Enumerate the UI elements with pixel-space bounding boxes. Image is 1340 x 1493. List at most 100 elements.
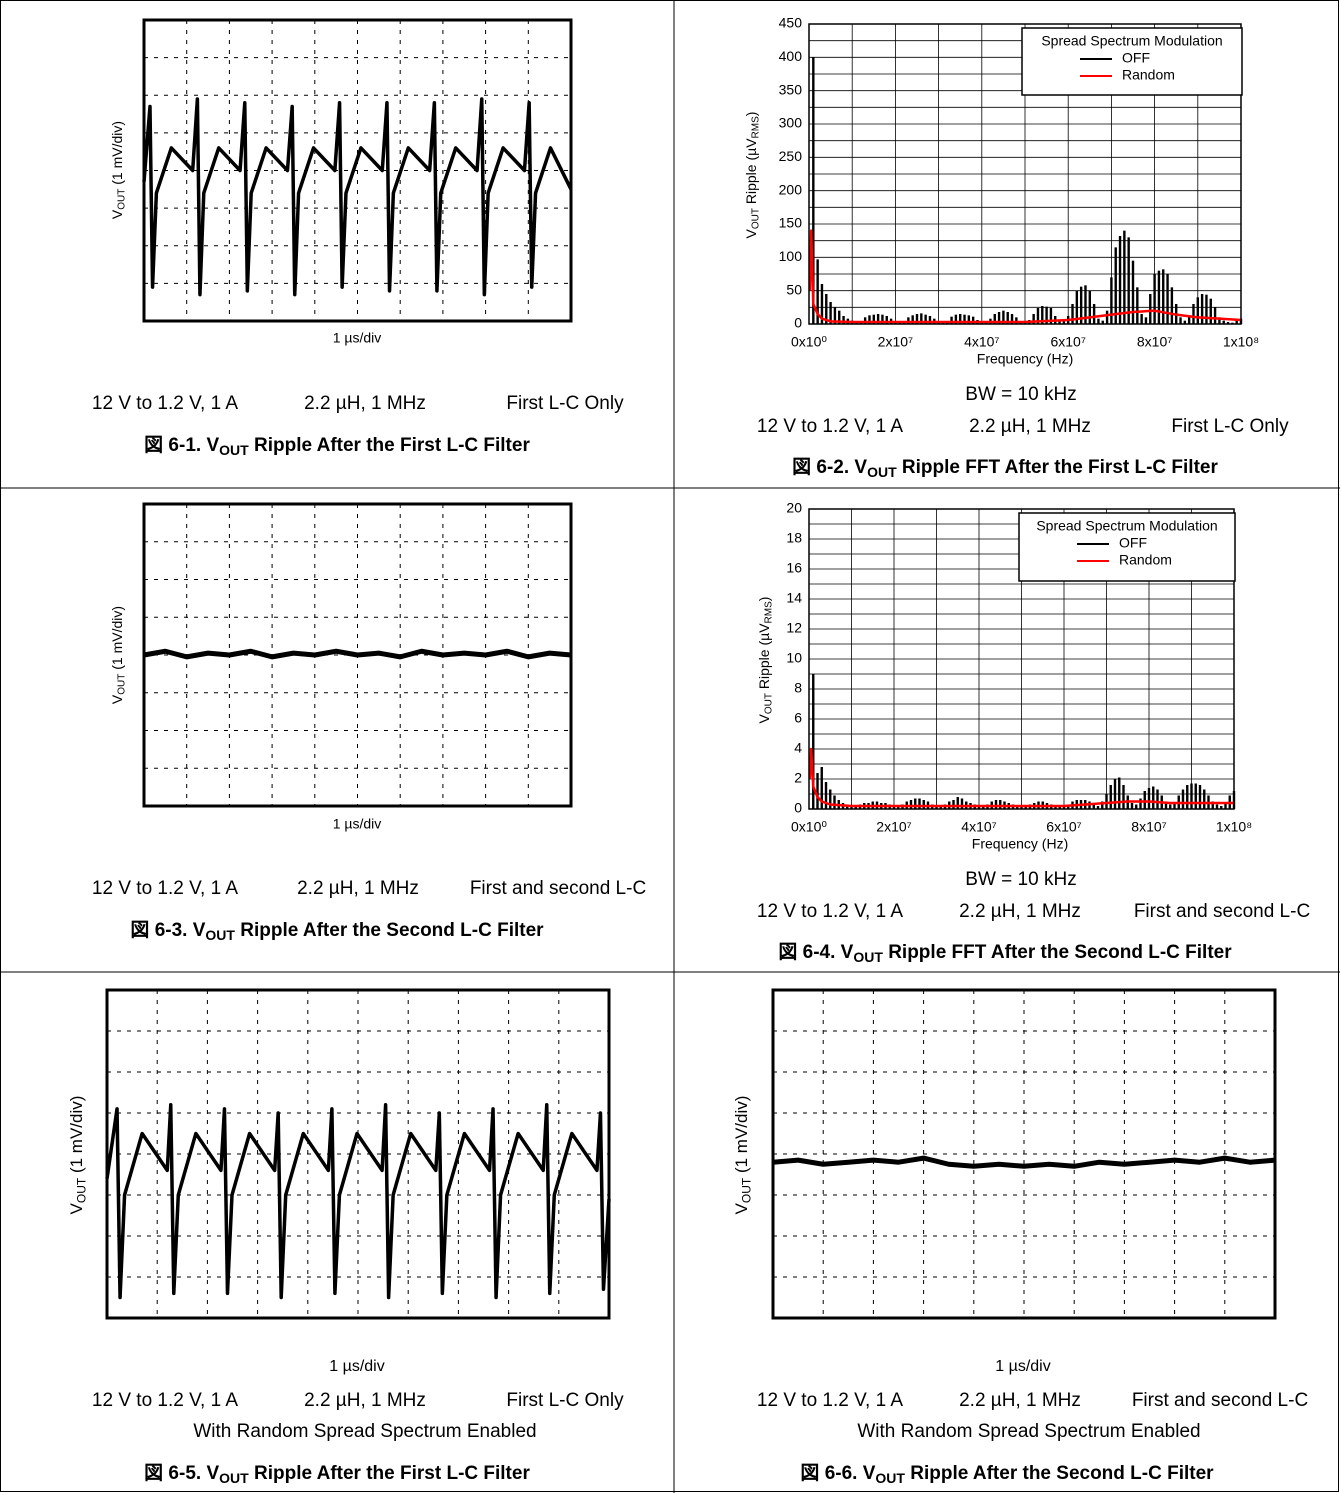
test-condition: 2.2 µH, 1 MHz bbox=[304, 1390, 426, 1411]
y-axis-label: VOUT Ripple (µVRMS) bbox=[743, 112, 761, 239]
y-axis-label-part: ) bbox=[743, 112, 759, 117]
bandwidth-note: BW = 10 kHz bbox=[965, 869, 1076, 890]
figure-caption: 図 6-6. VOUT Ripple After the Second L-C … bbox=[800, 1462, 1214, 1485]
figure-caption-part: OUT bbox=[205, 926, 235, 942]
figure-caption-part: Ripple After the Second L-C Filter bbox=[235, 920, 544, 941]
test-condition: First and second L-C bbox=[470, 878, 646, 899]
x-tick-label: 0x10⁰ bbox=[791, 819, 827, 835]
legend-label: Random bbox=[1119, 552, 1172, 568]
y-tick-label: 200 bbox=[779, 181, 803, 197]
y-axis-label-part: OUT bbox=[763, 693, 774, 714]
test-note: With Random Spread Spectrum Enabled bbox=[857, 1421, 1200, 1442]
y-tick-label: 400 bbox=[779, 48, 803, 64]
figure-caption-part: OUT bbox=[219, 1469, 249, 1485]
test-condition: 2.2 µH, 1 MHz bbox=[969, 416, 1091, 437]
figure-caption-part: Ripple FFT After the First L-C Filter bbox=[897, 457, 1219, 478]
y-tick-label: 8 bbox=[794, 680, 802, 696]
y-tick-label: 450 bbox=[779, 15, 803, 31]
scope-trace bbox=[105, 1103, 611, 1300]
x-axis-label: Frequency (Hz) bbox=[972, 836, 1068, 852]
figure-caption-part: Ripple After the First L-C Filter bbox=[249, 1463, 531, 1484]
scope-trace bbox=[772, 1155, 1276, 1169]
figure-caption-part: 図 6-3. V bbox=[130, 919, 205, 941]
plot-frame bbox=[142, 502, 573, 808]
x-axis-label: 1 µs/div bbox=[995, 1358, 1050, 1375]
x-axis-label: 1 µs/div bbox=[333, 816, 382, 832]
figure-caption: 図 6-4. VOUT Ripple FFT After the Second … bbox=[778, 941, 1232, 964]
y-tick-label: 4 bbox=[794, 740, 802, 756]
test-condition: 12 V to 1.2 V, 1 A bbox=[757, 901, 903, 922]
scope-trace bbox=[142, 97, 573, 297]
y-tick-label: 250 bbox=[779, 148, 803, 164]
legend-label: OFF bbox=[1122, 50, 1150, 66]
y-axis-label: VOUT (1 mV/div) bbox=[67, 1096, 88, 1215]
test-condition: 12 V to 1.2 V, 1 A bbox=[757, 1390, 903, 1411]
bandwidth-note: BW = 10 kHz bbox=[965, 384, 1076, 405]
legend-box bbox=[1021, 27, 1243, 96]
figure-caption-part: OUT bbox=[867, 463, 897, 479]
y-tick-label: 150 bbox=[779, 215, 803, 231]
y-tick-label: 20 bbox=[786, 500, 802, 516]
scope-trace bbox=[143, 648, 572, 660]
y-axis-label-part: V bbox=[732, 1202, 751, 1214]
y-tick-label: 0 bbox=[794, 800, 802, 816]
y-axis-label-part: Ripple (µV bbox=[756, 623, 772, 693]
x-tick-label: 8x10⁷ bbox=[1137, 334, 1172, 350]
figure-caption-part: OUT bbox=[853, 948, 883, 964]
y-tick-label: 6 bbox=[794, 710, 802, 726]
plot-frame bbox=[142, 18, 573, 323]
legend-label: Random bbox=[1122, 67, 1175, 83]
y-tick-label: 10 bbox=[786, 650, 802, 666]
figure-caption-part: 図 6-2. V bbox=[792, 456, 867, 478]
figure-caption: 図 6-2. VOUT Ripple FFT After the First L… bbox=[792, 456, 1218, 479]
y-tick-label: 12 bbox=[786, 620, 802, 636]
y-axis-label-part: V bbox=[756, 713, 772, 723]
test-condition: First L-C Only bbox=[506, 393, 624, 414]
test-condition: First and second L-C bbox=[1134, 901, 1310, 922]
y-axis-label-part: RMS bbox=[750, 116, 761, 139]
legend-title: Spread Spectrum Modulation bbox=[1041, 33, 1222, 49]
y-tick-label: 100 bbox=[779, 248, 803, 264]
y-axis-label-part: (1 mV/div) bbox=[109, 121, 125, 189]
y-axis-label-part: V bbox=[109, 694, 125, 704]
figure-caption-part: 図 6-1. V bbox=[144, 434, 219, 456]
figure-caption-part: Ripple FFT After the Second L-C Filter bbox=[883, 942, 1232, 963]
figure-caption-part: 図 6-5. V bbox=[144, 1462, 219, 1484]
y-axis-label-part: V bbox=[67, 1202, 86, 1214]
x-axis-label: 1 µs/div bbox=[329, 1358, 384, 1375]
x-tick-label: 6x10⁷ bbox=[1046, 819, 1081, 835]
test-condition: First L-C Only bbox=[506, 1390, 624, 1411]
test-condition: 12 V to 1.2 V, 1 A bbox=[757, 416, 903, 437]
figure-caption: 図 6-3. VOUT Ripple After the Second L-C … bbox=[130, 919, 544, 942]
figure-caption-part: Ripple After the First L-C Filter bbox=[249, 435, 531, 456]
x-tick-label: 2x10⁷ bbox=[876, 819, 911, 835]
test-note: With Random Spread Spectrum Enabled bbox=[193, 1421, 536, 1442]
y-axis-label-part: V bbox=[743, 228, 759, 238]
y-axis-label-part: OUT bbox=[739, 1177, 753, 1203]
x-tick-label: 1x10⁸ bbox=[1216, 819, 1252, 835]
test-condition: 12 V to 1.2 V, 1 A bbox=[92, 878, 238, 899]
x-tick-label: 2x10⁷ bbox=[878, 334, 913, 350]
y-axis-label-part: RMS bbox=[763, 601, 774, 624]
test-condition: 2.2 µH, 1 MHz bbox=[959, 1390, 1081, 1411]
y-axis-label-part: OUT bbox=[116, 674, 127, 695]
y-axis-label: VOUT (1 mV/div) bbox=[732, 1096, 753, 1215]
x-tick-label: 4x10⁷ bbox=[964, 334, 999, 350]
plot-frame bbox=[808, 23, 1242, 325]
legend-title: Spread Spectrum Modulation bbox=[1036, 518, 1217, 534]
y-tick-label: 0 bbox=[794, 315, 802, 331]
y-axis-label-part: (1 mV/div) bbox=[732, 1096, 751, 1178]
y-tick-label: 18 bbox=[786, 530, 802, 546]
plot-frame bbox=[808, 508, 1235, 810]
x-axis-label: 1 µs/div bbox=[333, 330, 382, 346]
y-tick-label: 300 bbox=[779, 115, 803, 131]
test-condition: 12 V to 1.2 V, 1 A bbox=[92, 393, 238, 414]
test-condition: 12 V to 1.2 V, 1 A bbox=[92, 1390, 238, 1411]
plot-frame bbox=[771, 988, 1277, 1320]
legend-box bbox=[1018, 512, 1236, 582]
figure-caption-part: OUT bbox=[219, 441, 249, 457]
y-axis-label-part: OUT bbox=[116, 189, 127, 210]
figure-caption-part: Ripple After the Second L-C Filter bbox=[905, 1463, 1214, 1484]
